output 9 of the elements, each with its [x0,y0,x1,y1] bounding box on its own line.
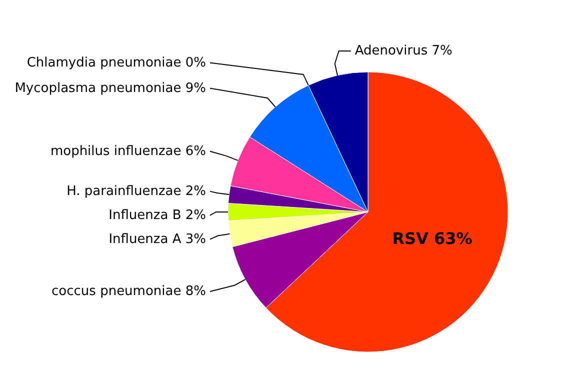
slice-label: RSV 63% [392,229,472,248]
category-label: Chlamydia pneumoniae 0% [26,55,206,70]
slice-label: Adenovirus 7% [354,44,452,59]
slice-label: coccus pneumoniae 8% [52,284,206,300]
slice-label: H. parainfluenzae 2% [66,184,206,199]
slice-label: mophilus influenzae 6% [50,144,206,159]
slice-label: Mycoplasma pneumoniae 9% [14,80,206,96]
slice-label: Influenza B 2% [108,208,206,223]
slice-label: Influenza A 3% [108,232,206,247]
